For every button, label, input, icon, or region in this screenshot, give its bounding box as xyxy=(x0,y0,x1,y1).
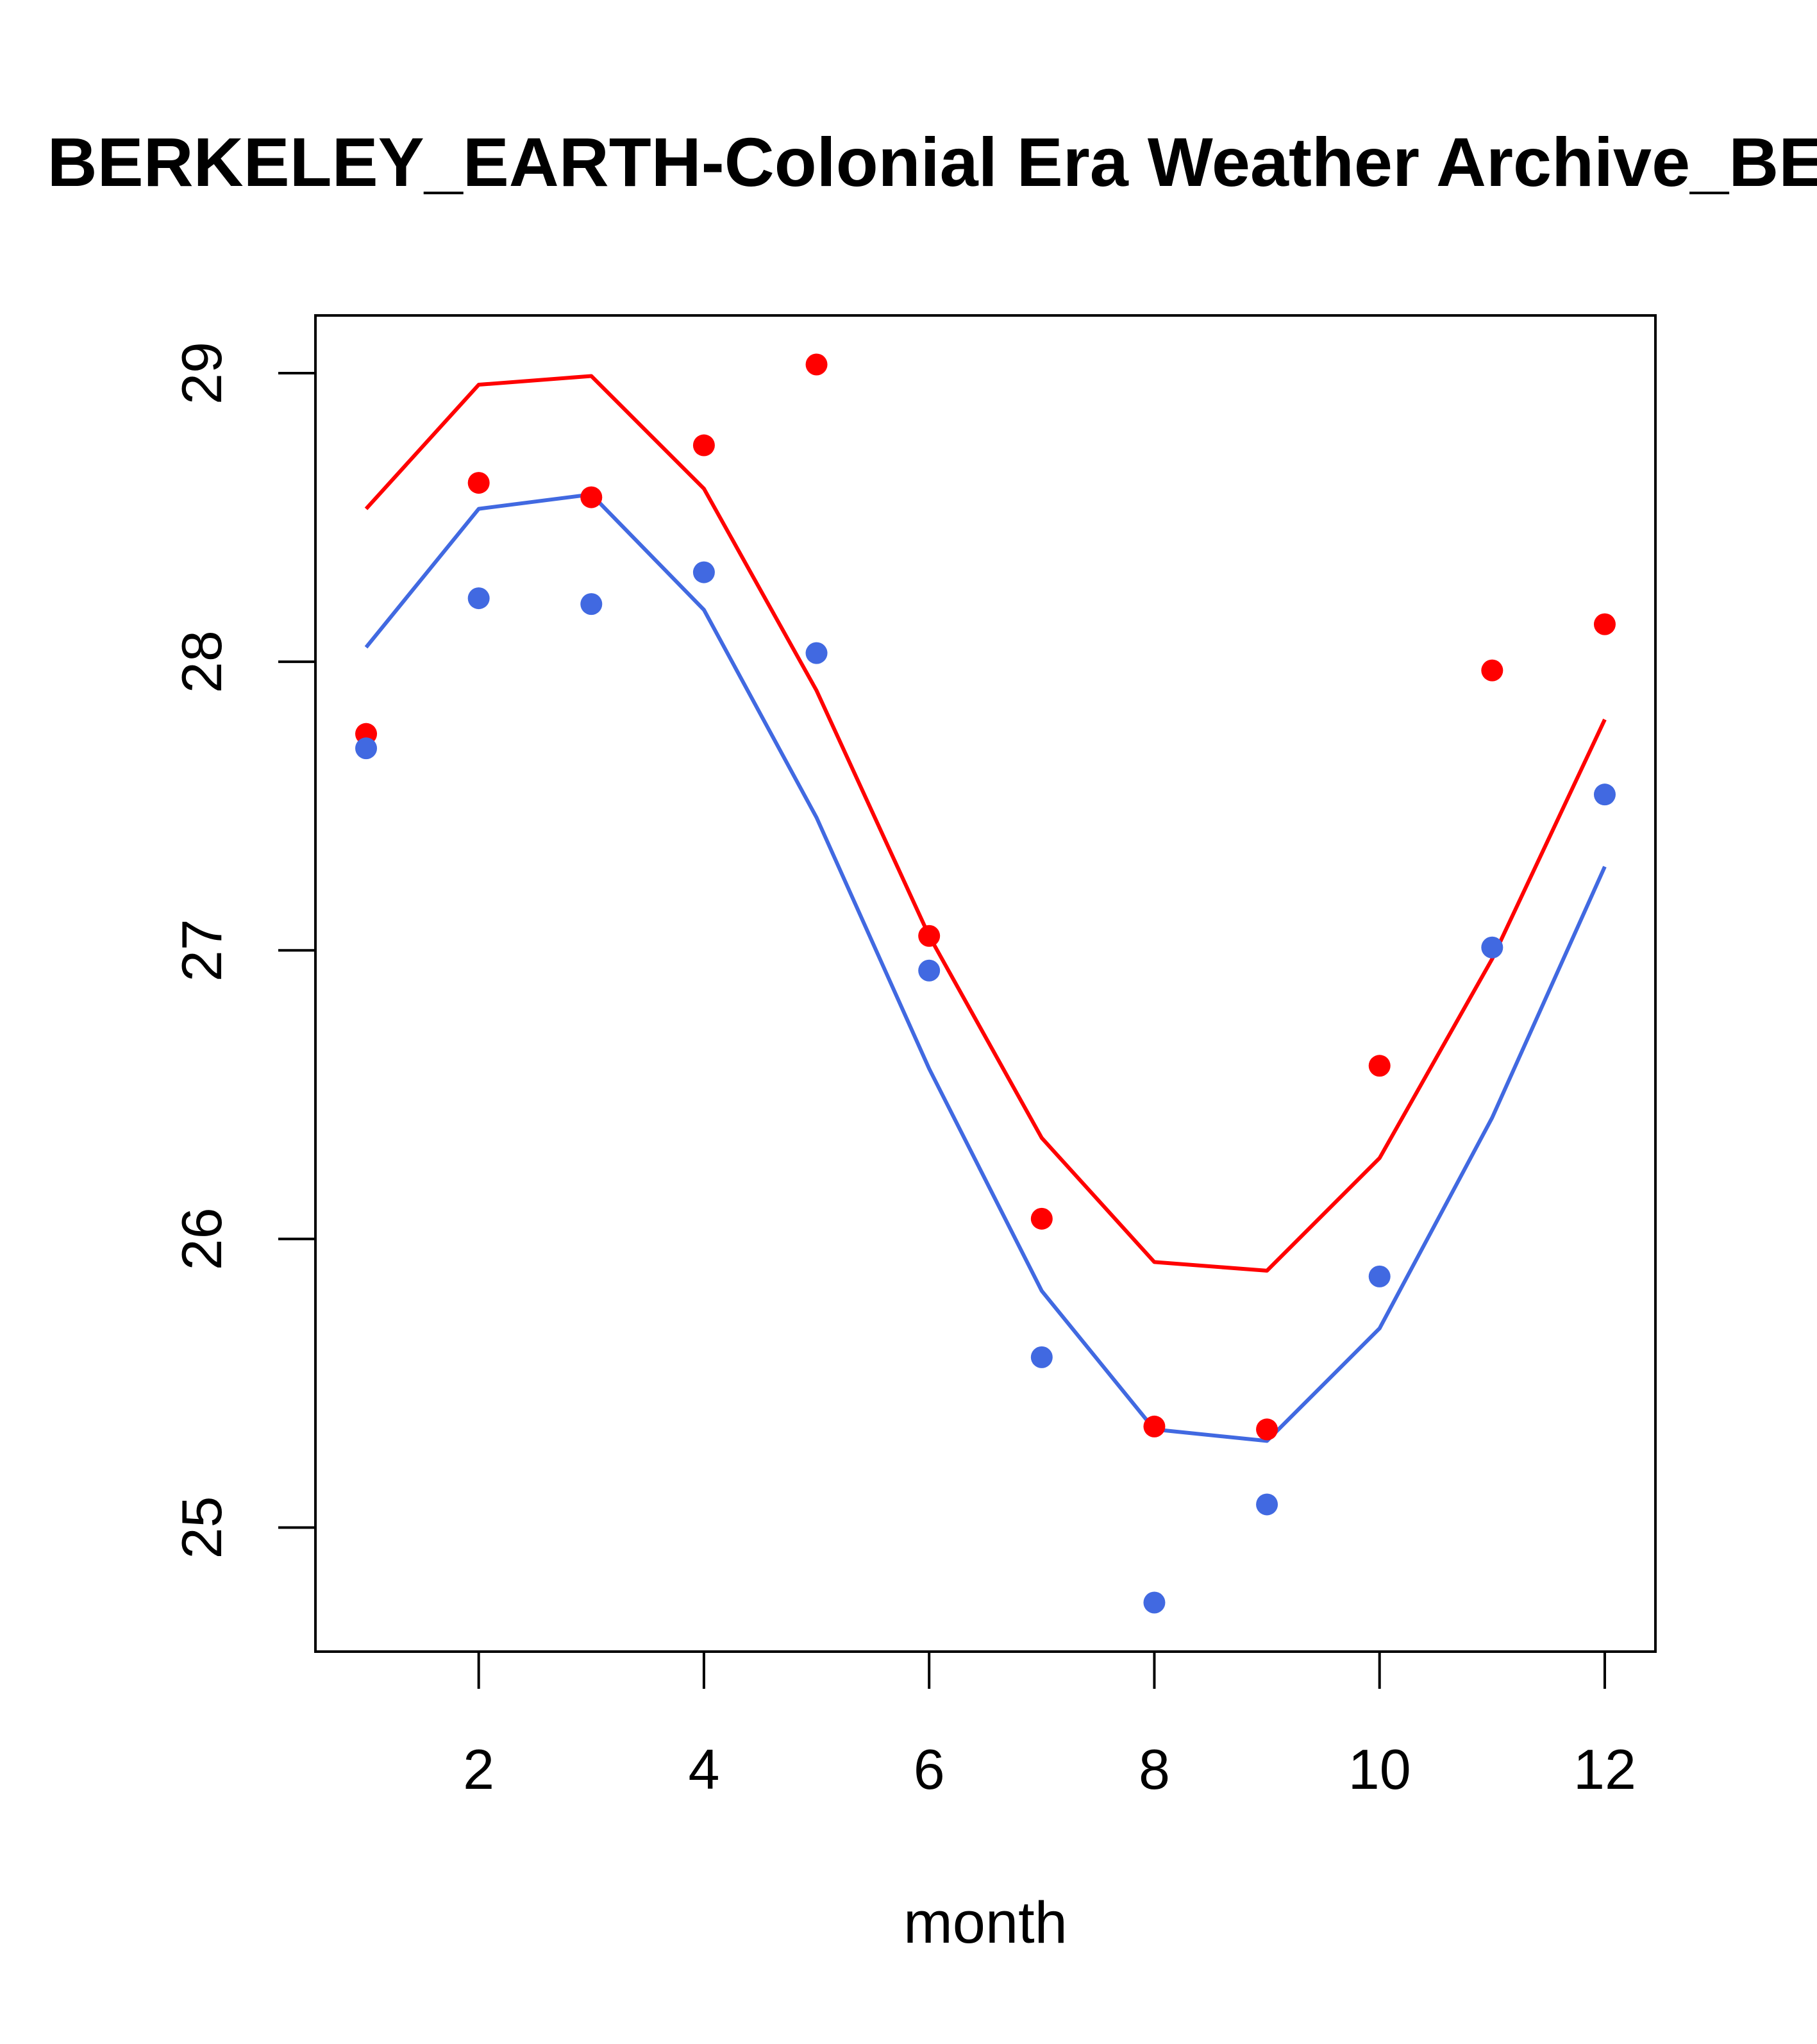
x-axis: 2 4 6 8 10 12 xyxy=(463,1652,1636,1801)
blue-point xyxy=(580,593,603,616)
blue-point xyxy=(355,737,378,760)
blue-point xyxy=(1481,936,1503,959)
red-point xyxy=(1030,1207,1053,1230)
x-tick-label: 10 xyxy=(1348,1738,1411,1801)
blue-point xyxy=(1030,1346,1053,1368)
y-tick-label: 28 xyxy=(170,630,233,693)
x-tick-label: 4 xyxy=(688,1738,719,1801)
y-tick-label: 26 xyxy=(170,1207,233,1270)
series-lines xyxy=(364,374,1607,1443)
y-tick-label: 27 xyxy=(170,919,233,982)
y-tick-label: 29 xyxy=(170,342,233,405)
red-point xyxy=(1143,1415,1166,1437)
blue-point xyxy=(1368,1265,1391,1287)
y-tick-label: 25 xyxy=(170,1496,233,1559)
x-tick-label: 12 xyxy=(1573,1738,1636,1801)
red-line-series xyxy=(364,374,1607,1273)
red-point xyxy=(692,434,715,457)
red-point xyxy=(1481,659,1503,682)
red-point xyxy=(467,472,490,494)
blue-point xyxy=(692,561,715,583)
red-point xyxy=(580,486,603,508)
red-point xyxy=(1368,1055,1391,1077)
blue-point xyxy=(1256,1493,1278,1516)
red-point xyxy=(805,353,828,376)
red-point xyxy=(1256,1418,1278,1441)
chart-title: BERKELEY_EARTH-Colonial Era Weather Arch… xyxy=(47,123,1817,201)
x-tick-label: 2 xyxy=(463,1738,494,1801)
blue-point xyxy=(1593,783,1616,806)
blue-point xyxy=(805,642,828,664)
x-tick-label: 8 xyxy=(1139,1738,1170,1801)
red-point xyxy=(918,925,941,947)
series-points xyxy=(355,353,1616,1614)
blue-point xyxy=(918,959,941,982)
red-point xyxy=(1593,613,1616,635)
blue-line-series xyxy=(364,492,1607,1443)
x-axis-label: month xyxy=(903,1890,1068,1956)
blue-point xyxy=(1143,1591,1166,1614)
plot-area-frame xyxy=(314,314,1657,1653)
y-axis: 25 26 27 28 29 xyxy=(170,342,315,1559)
blue-point xyxy=(467,587,490,610)
x-tick-label: 6 xyxy=(914,1738,945,1801)
